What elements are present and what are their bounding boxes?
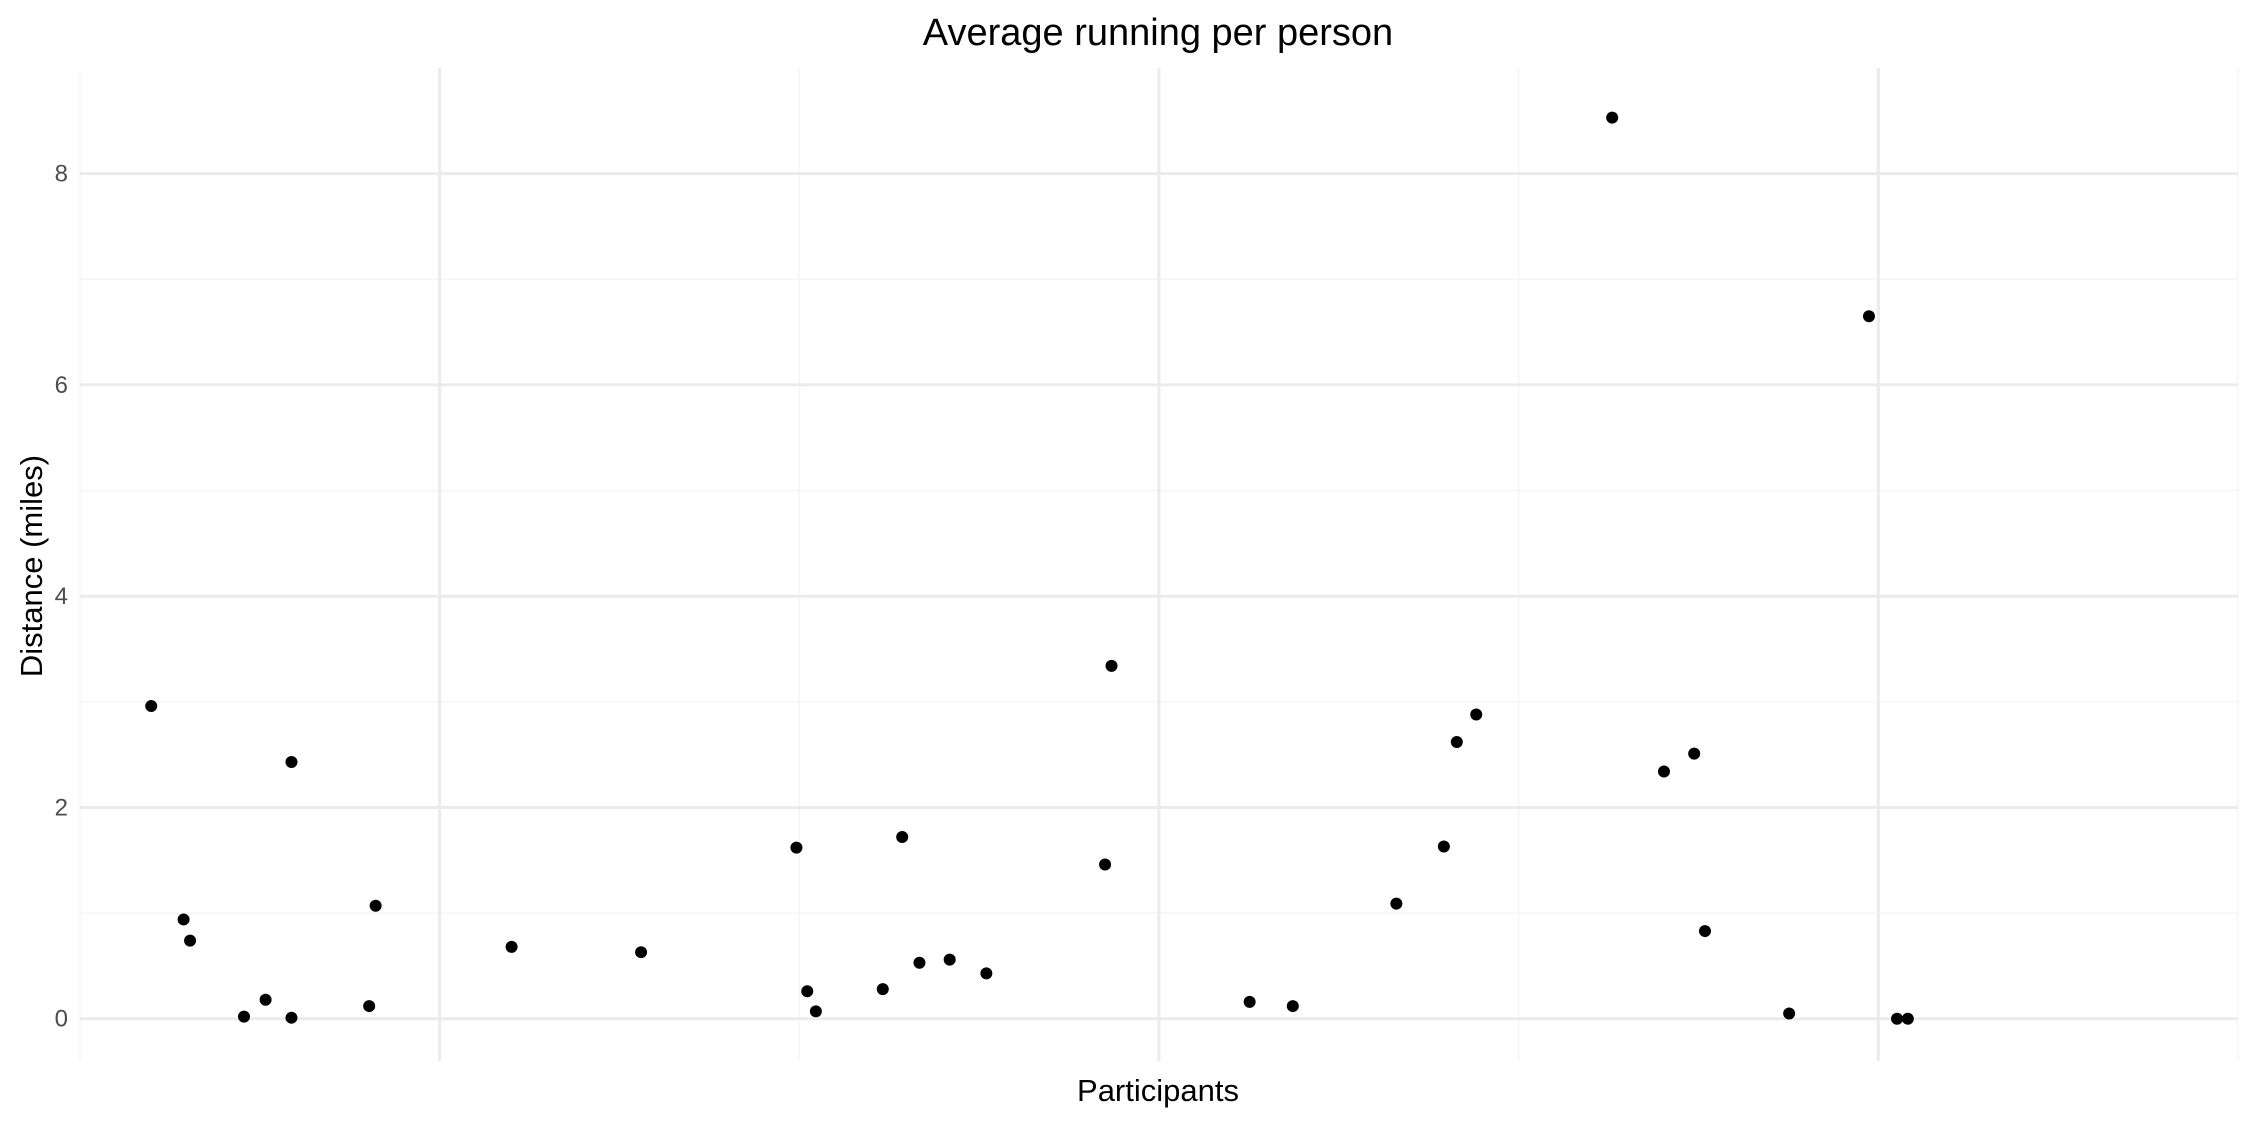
data-point [801,985,814,998]
data-point [1099,858,1112,871]
data-point [184,934,197,947]
data-point [876,983,889,996]
data-point [1390,897,1403,910]
grid [79,68,2239,1061]
data-point [1657,765,1670,778]
y-tick-label: 4 [55,583,68,610]
data-point [259,993,272,1006]
data-point [1286,1000,1299,1013]
data-point [363,1000,376,1013]
data-point [1243,995,1256,1008]
data-point [145,700,158,713]
chart-title: Average running per person [923,12,1393,54]
data-point [505,940,518,953]
data-point [1862,310,1875,323]
data-point [1688,747,1701,760]
data-point [980,967,993,980]
data-point [1891,1012,1904,1025]
data-point [238,1010,251,1023]
data-point [1901,1012,1914,1025]
data-point [1606,111,1619,124]
data-point [285,1011,298,1024]
data-point [285,756,298,769]
y-axis-title: Distance (miles) [14,455,49,677]
x-axis-title: Participants [1077,1073,1239,1108]
data-point [943,953,956,966]
data-point [913,956,926,969]
data-point [635,946,648,959]
data-point [1470,708,1483,721]
data-point [1698,925,1711,938]
data-point [369,899,382,912]
data-point [1437,840,1450,853]
data-points [145,111,1914,1025]
data-point [1105,659,1118,672]
data-point [1783,1007,1796,1020]
y-tick-label: 0 [55,1006,68,1033]
data-point [1450,735,1463,748]
data-point [790,841,803,854]
y-tick-label: 6 [55,372,68,399]
y-tick-label: 8 [55,161,68,188]
y-axis-ticks: 0 2 4 6 8 [55,161,68,1033]
y-tick-label: 2 [55,794,68,821]
data-point [896,831,909,844]
data-point [177,913,190,926]
data-point [809,1005,822,1018]
